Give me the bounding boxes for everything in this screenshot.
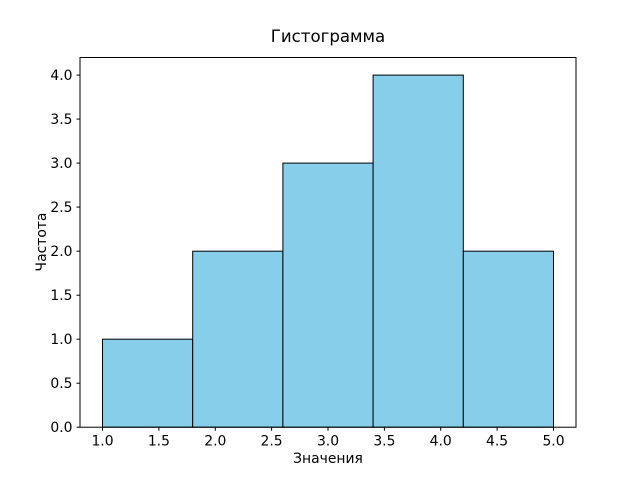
x-tick-label: 2.5 — [261, 434, 283, 450]
y-tick-label: 1.0 — [50, 332, 72, 348]
x-tick-label: 1.0 — [91, 434, 113, 450]
x-tick-label: 2.0 — [204, 434, 226, 450]
histogram-bar — [102, 338, 194, 428]
histogram-bar — [192, 250, 284, 428]
x-tick-label: 4.0 — [430, 434, 452, 450]
y-tick-label: 1.5 — [50, 288, 72, 304]
y-tick-label: 3.0 — [50, 156, 72, 172]
x-tick-label: 3.0 — [317, 434, 339, 450]
y-tick-label: 0.5 — [50, 376, 72, 392]
x-tick-label: 1.5 — [148, 434, 170, 450]
y-tick-label: 0.0 — [50, 420, 72, 436]
x-tick-label: 5.0 — [542, 434, 564, 450]
x-tick-label: 4.5 — [486, 434, 508, 450]
histogram-bar — [372, 74, 464, 428]
histogram-bar — [462, 250, 554, 428]
x-axis-label: Значения — [293, 451, 363, 467]
histogram-bar — [282, 162, 374, 428]
y-tick-label: 4.0 — [50, 68, 72, 84]
x-tick-label: 3.5 — [373, 434, 395, 450]
chart-title: Гистограмма — [270, 27, 386, 46]
y-tick-label: 2.0 — [50, 244, 72, 260]
y-tick-label: 2.5 — [50, 200, 72, 216]
y-tick-label: 3.5 — [50, 112, 72, 128]
